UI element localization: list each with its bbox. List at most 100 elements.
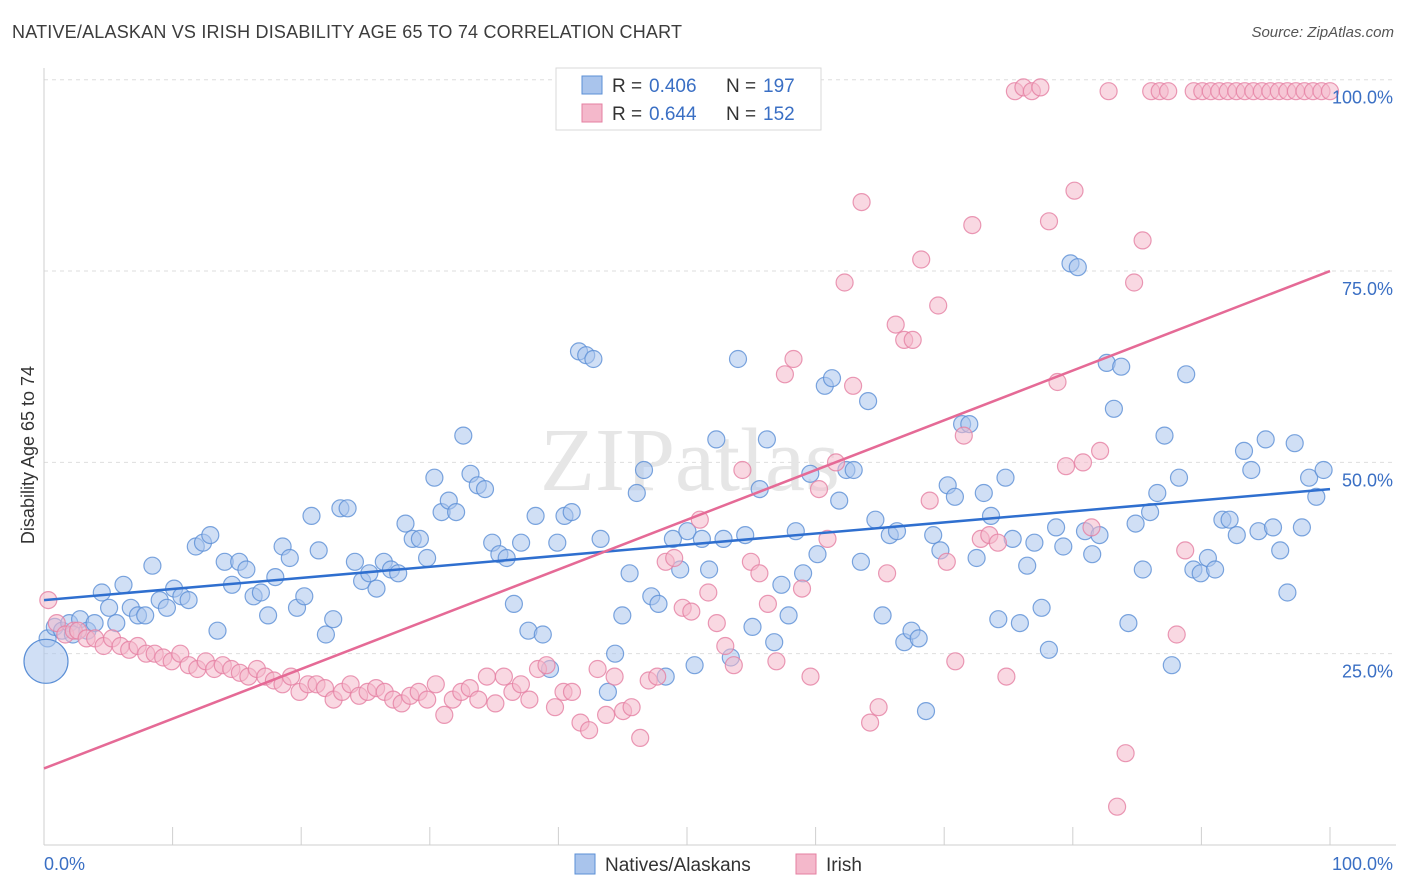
point-irish bbox=[494, 667, 513, 686]
point-natives-alaskans bbox=[475, 480, 495, 499]
point-natives-alaskans bbox=[1263, 518, 1283, 537]
point-irish bbox=[733, 460, 752, 480]
point-natives-alaskans bbox=[1119, 613, 1138, 633]
point-irish bbox=[946, 652, 965, 671]
point-irish bbox=[1159, 82, 1178, 101]
point-natives-alaskans bbox=[1083, 545, 1102, 564]
point-natives-alaskans bbox=[1039, 640, 1059, 659]
point-irish bbox=[1082, 518, 1101, 537]
point-natives-alaskans bbox=[1299, 468, 1319, 487]
point-irish bbox=[1133, 231, 1152, 250]
point-natives-alaskans bbox=[316, 625, 335, 644]
point-natives-alaskans bbox=[793, 564, 813, 583]
stats-n-value-blue: 197 bbox=[763, 76, 795, 97]
point-irish bbox=[426, 675, 445, 694]
point-natives-alaskans bbox=[309, 541, 328, 560]
point-natives-alaskans bbox=[114, 575, 133, 594]
point-natives-alaskans bbox=[714, 529, 733, 549]
point-natives-alaskans bbox=[974, 483, 993, 503]
point-natives-alaskans bbox=[418, 548, 437, 568]
point-irish bbox=[648, 667, 667, 686]
point-natives-alaskans bbox=[858, 392, 878, 411]
point-natives-alaskans bbox=[627, 483, 646, 503]
point-natives-alaskans bbox=[410, 529, 429, 549]
point-natives-alaskans bbox=[157, 598, 176, 617]
point-natives-alaskans bbox=[345, 552, 364, 571]
point-irish bbox=[562, 682, 582, 702]
point-natives-alaskans bbox=[989, 610, 1008, 629]
point-irish bbox=[477, 667, 496, 686]
point-irish bbox=[1056, 457, 1076, 476]
point-natives-alaskans bbox=[996, 468, 1015, 487]
point-natives-alaskans bbox=[562, 502, 581, 522]
point-natives-alaskans bbox=[822, 369, 842, 388]
y-tick-labels: 25.0% 50.0% 75.0% 100.0% bbox=[1332, 88, 1393, 682]
point-irish bbox=[511, 675, 531, 694]
point-natives-alaskans bbox=[1271, 541, 1290, 560]
point-natives-alaskans bbox=[208, 621, 227, 640]
point-irish bbox=[1031, 78, 1050, 97]
point-natives-alaskans bbox=[634, 460, 654, 480]
point-natives-alaskans bbox=[945, 487, 965, 506]
point-natives-alaskans bbox=[497, 548, 516, 568]
point-natives-alaskans bbox=[685, 656, 704, 675]
point-natives-alaskans bbox=[367, 579, 386, 598]
point-irish bbox=[963, 216, 982, 235]
point-irish bbox=[784, 349, 803, 369]
point-natives-alaskans bbox=[1068, 258, 1087, 277]
stats-legend-swatch-pink bbox=[581, 103, 603, 123]
point-natives-alaskans bbox=[1003, 529, 1022, 549]
point-natives-alaskans bbox=[143, 556, 162, 575]
point-irish bbox=[860, 713, 880, 732]
point-natives-alaskans bbox=[504, 594, 524, 614]
point-natives-alaskans bbox=[1155, 426, 1174, 445]
point-natives-alaskans bbox=[511, 533, 531, 552]
point-natives-alaskans bbox=[866, 510, 885, 529]
point-natives-alaskans bbox=[447, 502, 466, 522]
point-natives-alaskans bbox=[851, 552, 871, 571]
chart-source: Source: ZipAtlas.com bbox=[1251, 24, 1394, 41]
point-natives-alaskans bbox=[302, 506, 321, 526]
point-natives-alaskans bbox=[1126, 514, 1145, 533]
point-irish bbox=[912, 250, 931, 269]
point-irish bbox=[1320, 82, 1340, 101]
point-natives-alaskans bbox=[620, 564, 639, 583]
stats-legend-swatch-blue bbox=[581, 75, 603, 95]
point-natives-alaskans bbox=[324, 610, 343, 629]
point-natives-alaskans bbox=[786, 522, 805, 541]
point-irish bbox=[767, 652, 786, 671]
point-natives-alaskans bbox=[678, 522, 697, 541]
point-irish bbox=[937, 552, 956, 571]
point-natives-alaskans bbox=[1054, 537, 1073, 556]
point-natives-alaskans bbox=[924, 525, 943, 545]
point-natives-alaskans bbox=[201, 525, 220, 545]
x-tick-labels: 0.0% 100.0% bbox=[44, 854, 1393, 874]
point-natives-alaskans bbox=[389, 564, 408, 583]
point-irish bbox=[520, 690, 539, 709]
point-irish bbox=[605, 667, 624, 686]
point-irish bbox=[818, 529, 837, 549]
point-natives-alaskans bbox=[1169, 468, 1189, 487]
point-natives-alaskans bbox=[779, 606, 798, 625]
point-irish bbox=[537, 656, 556, 675]
stats-legend: R = 0.406 N = 197 R = 0.644 N = 152 bbox=[555, 67, 822, 131]
point-natives-alaskans bbox=[699, 560, 719, 579]
point-irish bbox=[724, 656, 743, 675]
point-irish bbox=[1065, 181, 1084, 200]
point-natives-alaskans bbox=[873, 606, 892, 625]
point-natives-alaskans bbox=[1242, 460, 1261, 480]
point-irish bbox=[1176, 541, 1195, 560]
series-irish bbox=[39, 78, 1340, 816]
point-irish bbox=[1073, 453, 1093, 472]
stats-r-label-pink: R = bbox=[612, 104, 642, 125]
point-natives-alaskans bbox=[295, 587, 314, 606]
stats-n-label-blue: N = bbox=[726, 76, 756, 97]
chart-title: NATIVE/ALASKAN VS IRISH DISABILITY AGE 6… bbox=[12, 22, 683, 42]
point-natives-alaskans bbox=[613, 606, 632, 625]
point-irish bbox=[843, 376, 863, 395]
point-natives-alaskans bbox=[526, 506, 545, 526]
point-irish bbox=[775, 365, 795, 384]
point-natives-alaskans bbox=[280, 548, 299, 568]
y-tick-label: 75.0% bbox=[1342, 279, 1393, 299]
point-irish bbox=[1039, 212, 1059, 231]
